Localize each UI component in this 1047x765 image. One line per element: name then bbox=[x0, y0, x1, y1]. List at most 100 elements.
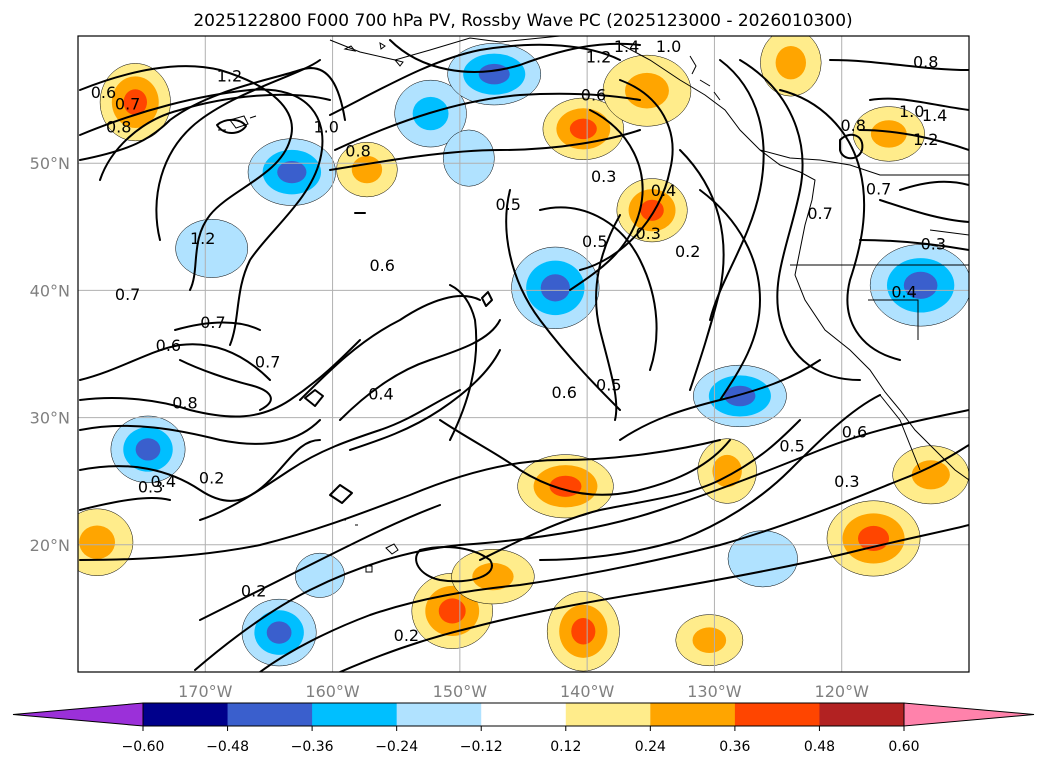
contour-label: 1.2 bbox=[190, 229, 215, 248]
contour-label: 0.8 bbox=[345, 141, 370, 160]
anomaly-blob-level bbox=[438, 598, 466, 624]
anomaly-blob bbox=[451, 548, 535, 605]
contour-label: 0.5 bbox=[495, 195, 520, 214]
contour-label: 0.4 bbox=[891, 283, 916, 302]
colorbar-bin bbox=[565, 703, 651, 726]
anomaly-blob-level bbox=[911, 460, 950, 490]
colorbar-bin bbox=[312, 703, 398, 726]
anomaly-blob bbox=[175, 218, 249, 278]
colorbar-tick-label: −0.36 bbox=[291, 739, 334, 755]
contour-label: 0.6 bbox=[552, 383, 577, 402]
y-tick-label: 40°N bbox=[30, 281, 70, 300]
colorbar-tick-label: 0.24 bbox=[635, 739, 666, 755]
contour-label: 0.8 bbox=[840, 116, 865, 135]
colorbar-tick-label: −0.48 bbox=[206, 739, 249, 755]
colorbar-tick-label: −0.24 bbox=[375, 739, 418, 755]
anomaly-blob bbox=[78, 508, 134, 576]
colorbar-tick-label: 0.36 bbox=[719, 739, 750, 755]
y-tick-labels: 20°N 30°N 40°N 50°N bbox=[30, 154, 70, 555]
contour-label: 1.0 bbox=[656, 37, 681, 56]
contour-label: 0.8 bbox=[913, 52, 938, 71]
contour-label: 0.6 bbox=[842, 423, 867, 442]
anomaly-blob-level bbox=[640, 199, 664, 221]
y-tick-label: 50°N bbox=[30, 154, 70, 173]
contour-label: 0.6 bbox=[369, 256, 394, 275]
anomaly-blob-level bbox=[775, 45, 806, 80]
contour-label: 0.3 bbox=[138, 477, 163, 496]
x-tick-label: 150°W bbox=[433, 682, 488, 701]
colorbar-bin bbox=[227, 703, 313, 726]
x-tick-label: 120°W bbox=[815, 682, 870, 701]
anomaly-blob bbox=[517, 454, 614, 519]
contour-label: 1.0 bbox=[313, 117, 338, 136]
colorbar-bin bbox=[819, 703, 905, 726]
colorbar-bin bbox=[396, 703, 482, 726]
x-tick-label: 170°W bbox=[178, 682, 233, 701]
colorbar-tick-label: −0.60 bbox=[122, 739, 165, 755]
contour-label: 0.3 bbox=[636, 224, 661, 243]
contour-label: 1.0 bbox=[899, 102, 924, 121]
x-tick-label: 160°W bbox=[305, 682, 360, 701]
map-frame bbox=[77, 35, 970, 673]
contour-label: 0.7 bbox=[255, 353, 280, 372]
anomaly-blob bbox=[442, 129, 495, 187]
anomaly-blob bbox=[511, 246, 600, 329]
anomaly-blob-level bbox=[266, 621, 292, 644]
contour-label: 0.4 bbox=[151, 472, 176, 491]
colorbar-bin bbox=[650, 703, 736, 726]
contour-label: 1.2 bbox=[913, 130, 938, 149]
colorbar-tick-label: 0.48 bbox=[804, 739, 835, 755]
anomaly-blob-level bbox=[903, 271, 938, 299]
anomaly-blob-level bbox=[724, 385, 756, 407]
anomaly-blob-level bbox=[569, 118, 597, 140]
anomaly-blob bbox=[411, 573, 493, 649]
anomaly-blob-level bbox=[692, 627, 727, 654]
anomaly-blob bbox=[546, 591, 620, 672]
colorbar-frame bbox=[142, 702, 905, 727]
contour-label: 0.2 bbox=[199, 468, 224, 487]
colorbar-bin bbox=[481, 703, 567, 726]
anomaly-blob-level bbox=[472, 562, 514, 591]
anomaly-blob-level bbox=[870, 120, 907, 148]
anomaly-blob bbox=[675, 614, 744, 667]
contour-label: 1.4 bbox=[614, 37, 639, 56]
anomaly-blob bbox=[542, 97, 624, 160]
anomaly-blob bbox=[336, 141, 398, 198]
contour-label: 0.4 bbox=[368, 384, 393, 403]
x-tick-labels: 170°W 160°W 150°W 140°W 130°W 120°W bbox=[178, 682, 869, 701]
contour-label: 1.2 bbox=[217, 66, 242, 85]
colorbar-extend-low bbox=[12, 702, 144, 727]
contour-label: 0.5 bbox=[596, 376, 621, 395]
contour-label: 0.3 bbox=[834, 472, 859, 491]
contour-lines bbox=[79, 39, 969, 672]
contour-label: 0.2 bbox=[675, 242, 700, 261]
colorbar-bin bbox=[143, 703, 229, 726]
contour-label: 0.3 bbox=[591, 167, 616, 186]
anomaly-blob bbox=[693, 364, 787, 428]
contour-labels: 0.60.70.81.21.00.81.21.41.21.00.60.81.01… bbox=[91, 37, 948, 645]
anomaly-blob bbox=[852, 106, 925, 162]
contour-label: 0.2 bbox=[241, 582, 266, 601]
anomaly-blob-level bbox=[79, 525, 116, 559]
contour-label: 0.6 bbox=[581, 86, 606, 105]
contour-label: 1.4 bbox=[922, 106, 947, 125]
x-tick-label: 130°W bbox=[687, 682, 742, 701]
colorbar-tick-label: 0.12 bbox=[550, 739, 581, 755]
colorbar-tick-label: −0.12 bbox=[460, 739, 503, 755]
anomaly-blob-level bbox=[277, 160, 307, 184]
contour-label: 0.5 bbox=[582, 232, 607, 251]
contour-label: 0.7 bbox=[115, 285, 140, 304]
anomaly-blob-level bbox=[135, 438, 161, 461]
contour-label: 0.4 bbox=[651, 181, 676, 200]
contour-label: 0.8 bbox=[106, 117, 131, 136]
contour-label: 0.7 bbox=[200, 313, 225, 332]
anomaly-blob-level bbox=[442, 129, 495, 187]
contour-label: 0.2 bbox=[394, 626, 419, 645]
anomaly-blob-level bbox=[624, 72, 669, 109]
contour-label: 0.7 bbox=[807, 204, 832, 223]
anomaly-blob bbox=[892, 445, 969, 505]
contour-label: 0.3 bbox=[921, 234, 946, 253]
contour-label: 0.8 bbox=[172, 393, 197, 412]
anomaly-blob bbox=[760, 36, 822, 97]
